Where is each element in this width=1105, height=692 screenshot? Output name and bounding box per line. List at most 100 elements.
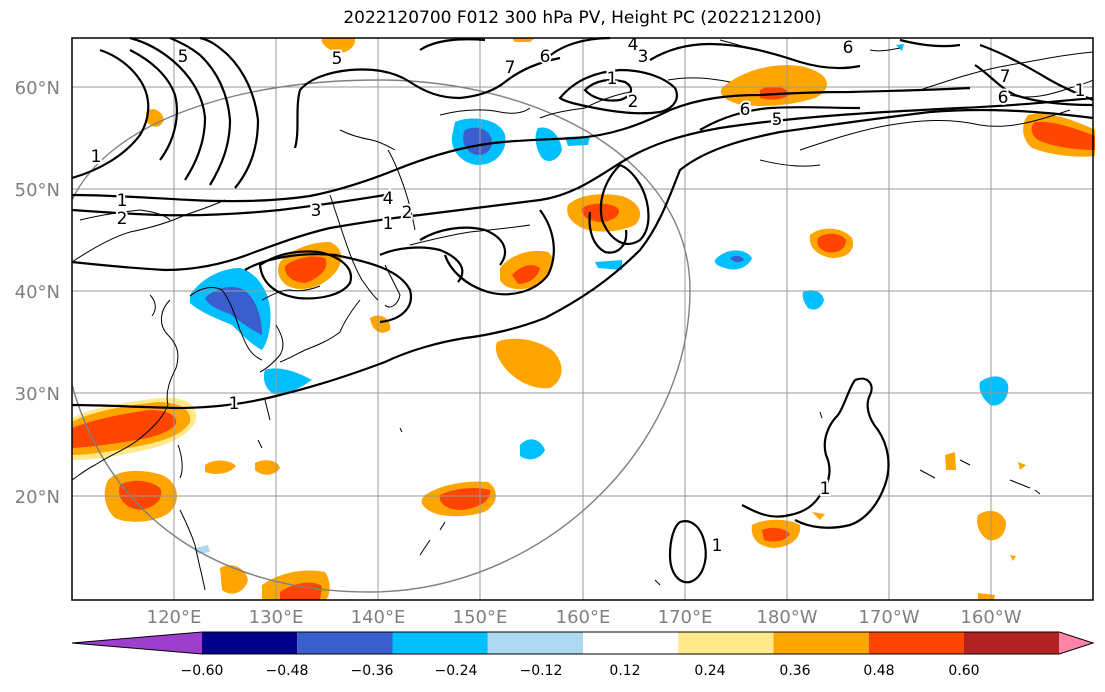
colorbar-tick: −0.36 bbox=[351, 663, 394, 679]
pv-negative-area bbox=[802, 290, 824, 310]
pv-positive-area bbox=[205, 460, 236, 474]
pv-negative-area bbox=[520, 439, 545, 460]
lat-label: 50°N bbox=[15, 180, 60, 201]
pv-positive-area bbox=[1018, 462, 1026, 470]
lon-label: 170°W bbox=[858, 607, 919, 628]
map-title: 2022120700 F012 300 hPa PV, Height PC (2… bbox=[343, 8, 822, 28]
colorbar-tick: −0.48 bbox=[266, 663, 309, 679]
lon-label: 160°E bbox=[556, 607, 611, 628]
pv-negative-core bbox=[730, 255, 744, 263]
lon-label: 150°E bbox=[453, 607, 508, 628]
range-circle bbox=[71, 79, 691, 593]
graticule bbox=[72, 38, 1093, 600]
contour-label: 1 bbox=[91, 147, 102, 167]
contour-label: 6 bbox=[998, 88, 1009, 108]
pv-positive-area bbox=[512, 265, 540, 284]
pv-positive-area bbox=[762, 527, 790, 542]
pv-negative-area bbox=[535, 127, 562, 162]
colorbar-tick: 0.60 bbox=[948, 663, 979, 679]
lat-label: 30°N bbox=[15, 384, 60, 405]
contour-label: 1 bbox=[607, 69, 618, 89]
lon-label: 140°E bbox=[351, 607, 406, 628]
pv-positive-area bbox=[1010, 555, 1016, 561]
pv-positive-area bbox=[977, 510, 1006, 541]
pv-negative-core bbox=[463, 127, 492, 156]
contour-label: 7 bbox=[505, 58, 516, 78]
pv-positive-area bbox=[119, 480, 162, 510]
colorbar-cells bbox=[71, 631, 1095, 655]
pv-positive-area bbox=[495, 338, 562, 389]
colorbar-extend-high bbox=[1059, 632, 1093, 654]
contour-label: 2 bbox=[402, 203, 413, 223]
contour-label: 3 bbox=[638, 47, 649, 67]
pv-positive-area bbox=[280, 582, 322, 600]
pv-negative-area bbox=[896, 44, 904, 51]
colorbar-cell bbox=[583, 632, 679, 654]
latitude-labels: 60°N 50°N 40°N 30°N 20°N bbox=[15, 78, 60, 508]
contour-label: 1 bbox=[383, 214, 394, 234]
pv-positive-area bbox=[321, 38, 356, 53]
contour-label: 1 bbox=[1075, 81, 1086, 101]
contour-label: 4 bbox=[383, 189, 394, 209]
colorbar-outline bbox=[71, 631, 1095, 655]
pv-shading bbox=[72, 38, 1095, 600]
colorbar-cell bbox=[297, 632, 393, 654]
pv-positive-area bbox=[1031, 121, 1095, 150]
lon-label: 170°E bbox=[658, 607, 713, 628]
contour-label: 5 bbox=[772, 110, 783, 130]
contour-label: 5 bbox=[178, 47, 189, 67]
pv-positive-area bbox=[255, 460, 280, 475]
colorbar-cell bbox=[392, 632, 488, 654]
colorbar-cell bbox=[487, 632, 583, 654]
pv-negative-area bbox=[263, 368, 312, 395]
contour-label: 1 bbox=[229, 394, 240, 414]
pv-negative-area bbox=[979, 376, 1009, 406]
colorbar-tick: −0.24 bbox=[435, 663, 478, 679]
colorbar-tick: −0.12 bbox=[520, 663, 563, 679]
pv-negative-area bbox=[195, 545, 210, 554]
colorbar-extend-low bbox=[72, 632, 202, 654]
contour-label: 5 bbox=[332, 49, 343, 69]
contour-label: 1 bbox=[712, 536, 723, 556]
colorbar-tick: −0.60 bbox=[181, 663, 224, 679]
colorbar-tick: 0.12 bbox=[609, 663, 640, 679]
pv-positive-area bbox=[512, 38, 535, 42]
pv-positive-area bbox=[439, 487, 491, 510]
colorbar-cell bbox=[964, 632, 1060, 654]
lon-label: 160°W bbox=[960, 607, 1021, 628]
pv-positive-area bbox=[72, 410, 177, 448]
contour-label: 1 bbox=[117, 191, 128, 211]
lon-label: 130°E bbox=[249, 607, 304, 628]
pv-positive-area bbox=[817, 233, 846, 253]
contour-label: 2 bbox=[628, 92, 639, 112]
pv-negative-area bbox=[595, 260, 622, 270]
pv-positive-area bbox=[720, 65, 827, 106]
pv-positive-area bbox=[284, 256, 327, 283]
height-contours bbox=[71, 36, 1094, 584]
pv-positive-area bbox=[370, 315, 391, 333]
colorbar-tick: 0.48 bbox=[863, 663, 894, 679]
pv-positive-area bbox=[945, 452, 956, 470]
map-frame bbox=[71, 37, 1094, 601]
lon-label: 180°W bbox=[756, 607, 817, 628]
contour-label: 6 bbox=[843, 38, 854, 58]
lat-label: 20°N bbox=[15, 487, 60, 508]
colorbar-cell bbox=[773, 632, 869, 654]
contour-label: 2 bbox=[117, 209, 128, 229]
lat-label: 60°N bbox=[15, 78, 60, 99]
islands bbox=[257, 399, 1041, 586]
contour-label: 4 bbox=[628, 35, 639, 55]
contour-label: 7 bbox=[1000, 67, 1011, 87]
colorbar-ticks: −0.60 −0.48 −0.36 −0.24 −0.12 0.12 0.24 … bbox=[181, 663, 980, 679]
contour-label: 3 bbox=[311, 201, 322, 221]
contour-label: 6 bbox=[740, 100, 751, 120]
contour-label: 6 bbox=[540, 47, 551, 67]
longitude-labels: 120°E 130°E 140°E 150°E 160°E 170°E 180°… bbox=[147, 607, 1022, 628]
colorbar-tick: 0.36 bbox=[779, 663, 810, 679]
pv-positive-area bbox=[812, 512, 825, 520]
colorbar-cell bbox=[202, 632, 298, 654]
contour-labels: 5 5 1 1 2 3 4 1 2 7 6 4 3 1 2 6 5 6 7 6 … bbox=[89, 33, 1088, 558]
pv-positive-area bbox=[978, 593, 995, 600]
pv-positive-area bbox=[220, 565, 248, 594]
